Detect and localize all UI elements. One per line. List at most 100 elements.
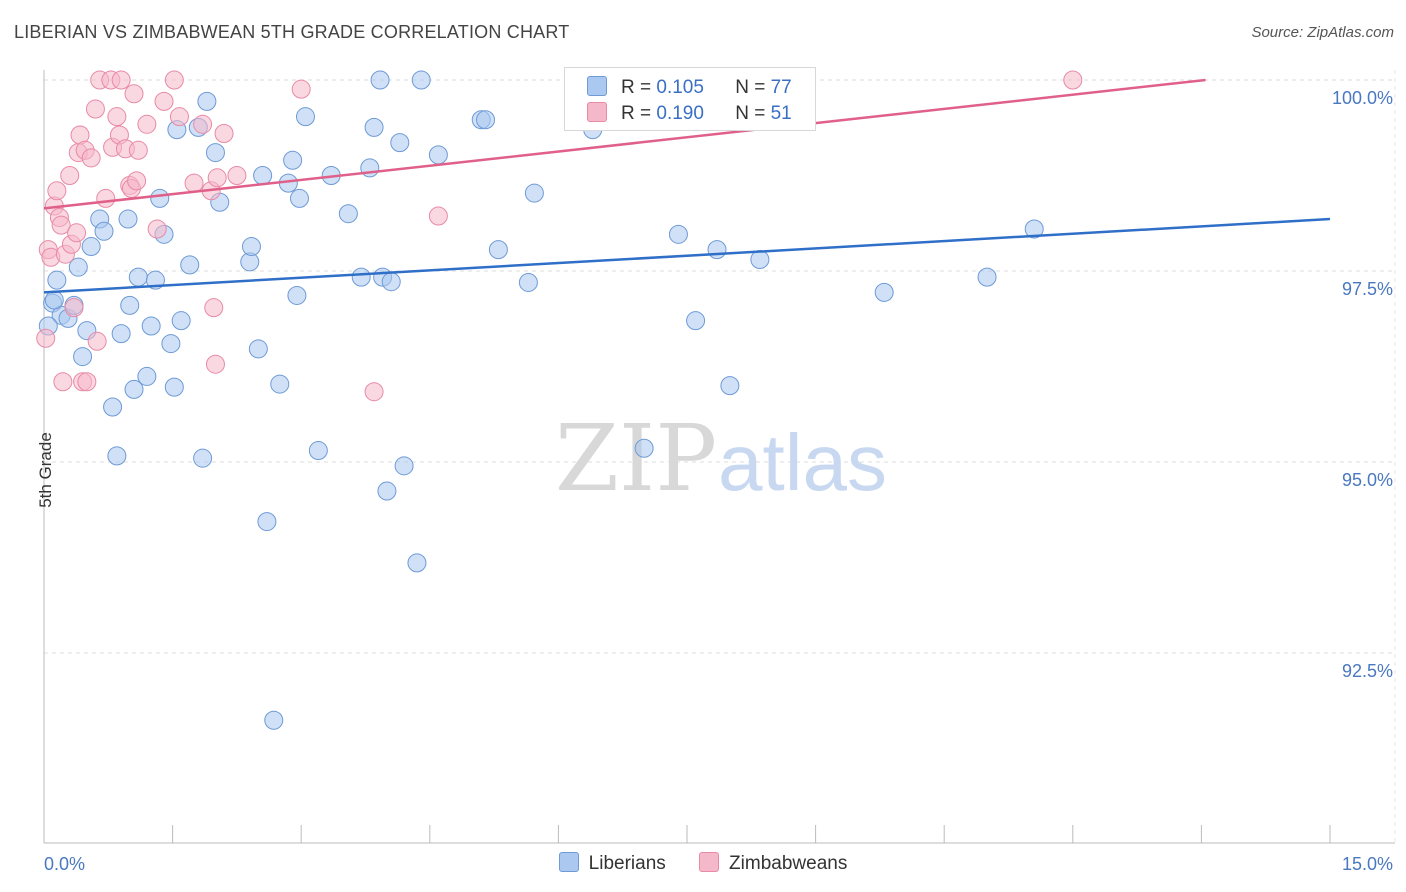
zimbabweans-point — [137, 114, 157, 134]
stats-legend: R = 0.105 N = 77 R = 0.190 N = 51 — [564, 67, 816, 131]
liberians-point — [150, 188, 170, 208]
liberians-point — [94, 221, 114, 241]
zimbabweans-point — [53, 372, 73, 392]
liberians-point — [287, 285, 307, 305]
liberians-point — [381, 272, 401, 292]
n-label: N = — [735, 103, 766, 124]
legend-swatch-liberians — [558, 852, 579, 872]
legend-swatch-zimbabweans — [699, 852, 720, 872]
stats-row-liberians: R = 0.105 N = 77 — [587, 76, 792, 102]
zimbabweans-point — [124, 84, 144, 104]
r-label: R = — [621, 103, 652, 124]
zimbabweans-point — [147, 219, 167, 239]
zimbabweans-point — [81, 148, 101, 168]
legend-item-liberians[interactable]: Liberians — [558, 852, 666, 875]
liberians-point — [351, 267, 371, 287]
liberians-point — [120, 295, 140, 315]
zimbabweans-point — [111, 70, 131, 90]
liberians-point — [370, 70, 390, 90]
liberians-swatch — [587, 76, 607, 96]
liberians-point — [107, 446, 127, 466]
zimbabweans-point — [87, 331, 107, 351]
liberians-point — [44, 290, 64, 310]
liberians-point — [377, 481, 397, 501]
zimbabweans-point — [77, 372, 97, 392]
zimbabweans-point — [127, 171, 147, 191]
zimbabweans-point — [169, 107, 189, 127]
n-label: N = — [735, 77, 766, 98]
liberians-point — [364, 117, 384, 137]
liberians-point — [248, 339, 268, 359]
y-tick-label: 92.5% — [1342, 661, 1393, 681]
zimbabweans-point — [1063, 70, 1083, 90]
watermark-atlas: atlas — [718, 418, 887, 507]
watermark-zip: ZIP — [555, 405, 717, 512]
liberians-point — [141, 316, 161, 336]
liberians-point — [171, 311, 191, 331]
zimbabweans-point — [193, 114, 213, 134]
liberians-point — [270, 374, 290, 394]
zimbabweans-point — [67, 223, 87, 243]
liberians-point — [518, 272, 538, 292]
liberians-point — [668, 224, 688, 244]
liberians-point — [488, 240, 508, 260]
liberians-point — [197, 91, 217, 111]
zimbabweans-point — [214, 123, 234, 143]
watermark: ZIP atlas — [555, 405, 887, 512]
liberians-point — [264, 710, 284, 730]
data-points — [36, 70, 1083, 730]
liberians-point — [524, 183, 544, 203]
liberians-point — [73, 347, 93, 367]
r-label: R = — [621, 77, 652, 98]
liberians-point — [289, 188, 309, 208]
liberians-point — [81, 237, 101, 257]
liberians-point — [161, 334, 181, 354]
liberians-point — [1024, 219, 1044, 239]
liberians-point — [128, 267, 148, 287]
liberians-point — [977, 267, 997, 287]
zimbabweans-point — [51, 215, 71, 235]
liberians-point — [407, 553, 427, 573]
r-value: 0.105 — [656, 77, 704, 98]
liberians-point — [750, 250, 770, 270]
x-tick-label: 15.0% — [1342, 854, 1393, 874]
zimbabweans-point — [184, 173, 204, 193]
liberians-point — [193, 448, 213, 468]
liberians-point — [707, 240, 727, 260]
zimbabweans-point — [164, 70, 184, 90]
liberians-point — [241, 237, 261, 257]
liberians-point — [164, 377, 184, 397]
zimbabweans-point — [154, 91, 174, 111]
legend-item-zimbabweans[interactable]: Zimbabweans — [699, 852, 847, 875]
zimbabweans-swatch — [587, 102, 607, 122]
legend-label-zimbabweans: Zimbabweans — [729, 853, 848, 874]
zimbabweans-point — [36, 328, 56, 348]
n-value: 51 — [770, 103, 792, 124]
liberians-trend-line — [43, 217, 1331, 294]
y-axis-label: 5th Grade — [35, 432, 55, 508]
liberians-point — [137, 366, 157, 386]
zimbabweans-point — [107, 107, 127, 127]
liberians-point — [257, 512, 277, 532]
chart-title: LIBERIAN VS ZIMBABWEAN 5TH GRADE CORRELA… — [14, 22, 570, 42]
zimbabweans-point — [85, 99, 105, 119]
zimbabweans-point — [364, 382, 384, 402]
trend-lines — [43, 78, 1331, 294]
zimbabweans-point — [227, 166, 247, 185]
zimbabweans-point — [96, 188, 116, 208]
zimbabweans-point — [205, 354, 225, 374]
liberians-point — [180, 255, 200, 275]
liberians-point — [634, 438, 654, 458]
y-tick-label: 100.0% — [1332, 88, 1393, 108]
y-tick-labels: 92.5% 95.0% 97.5% 100.0% — [1332, 88, 1393, 681]
liberians-point — [253, 166, 273, 185]
zimbabweans-point — [64, 298, 84, 318]
axes — [43, 70, 1395, 844]
liberians-point — [47, 270, 67, 290]
liberians-point — [124, 379, 144, 399]
liberians-point — [283, 150, 303, 170]
n-value: 77 — [770, 77, 792, 98]
zimbabweans-trend-line — [43, 78, 1206, 210]
y-tick-label: 97.5% — [1342, 279, 1393, 299]
